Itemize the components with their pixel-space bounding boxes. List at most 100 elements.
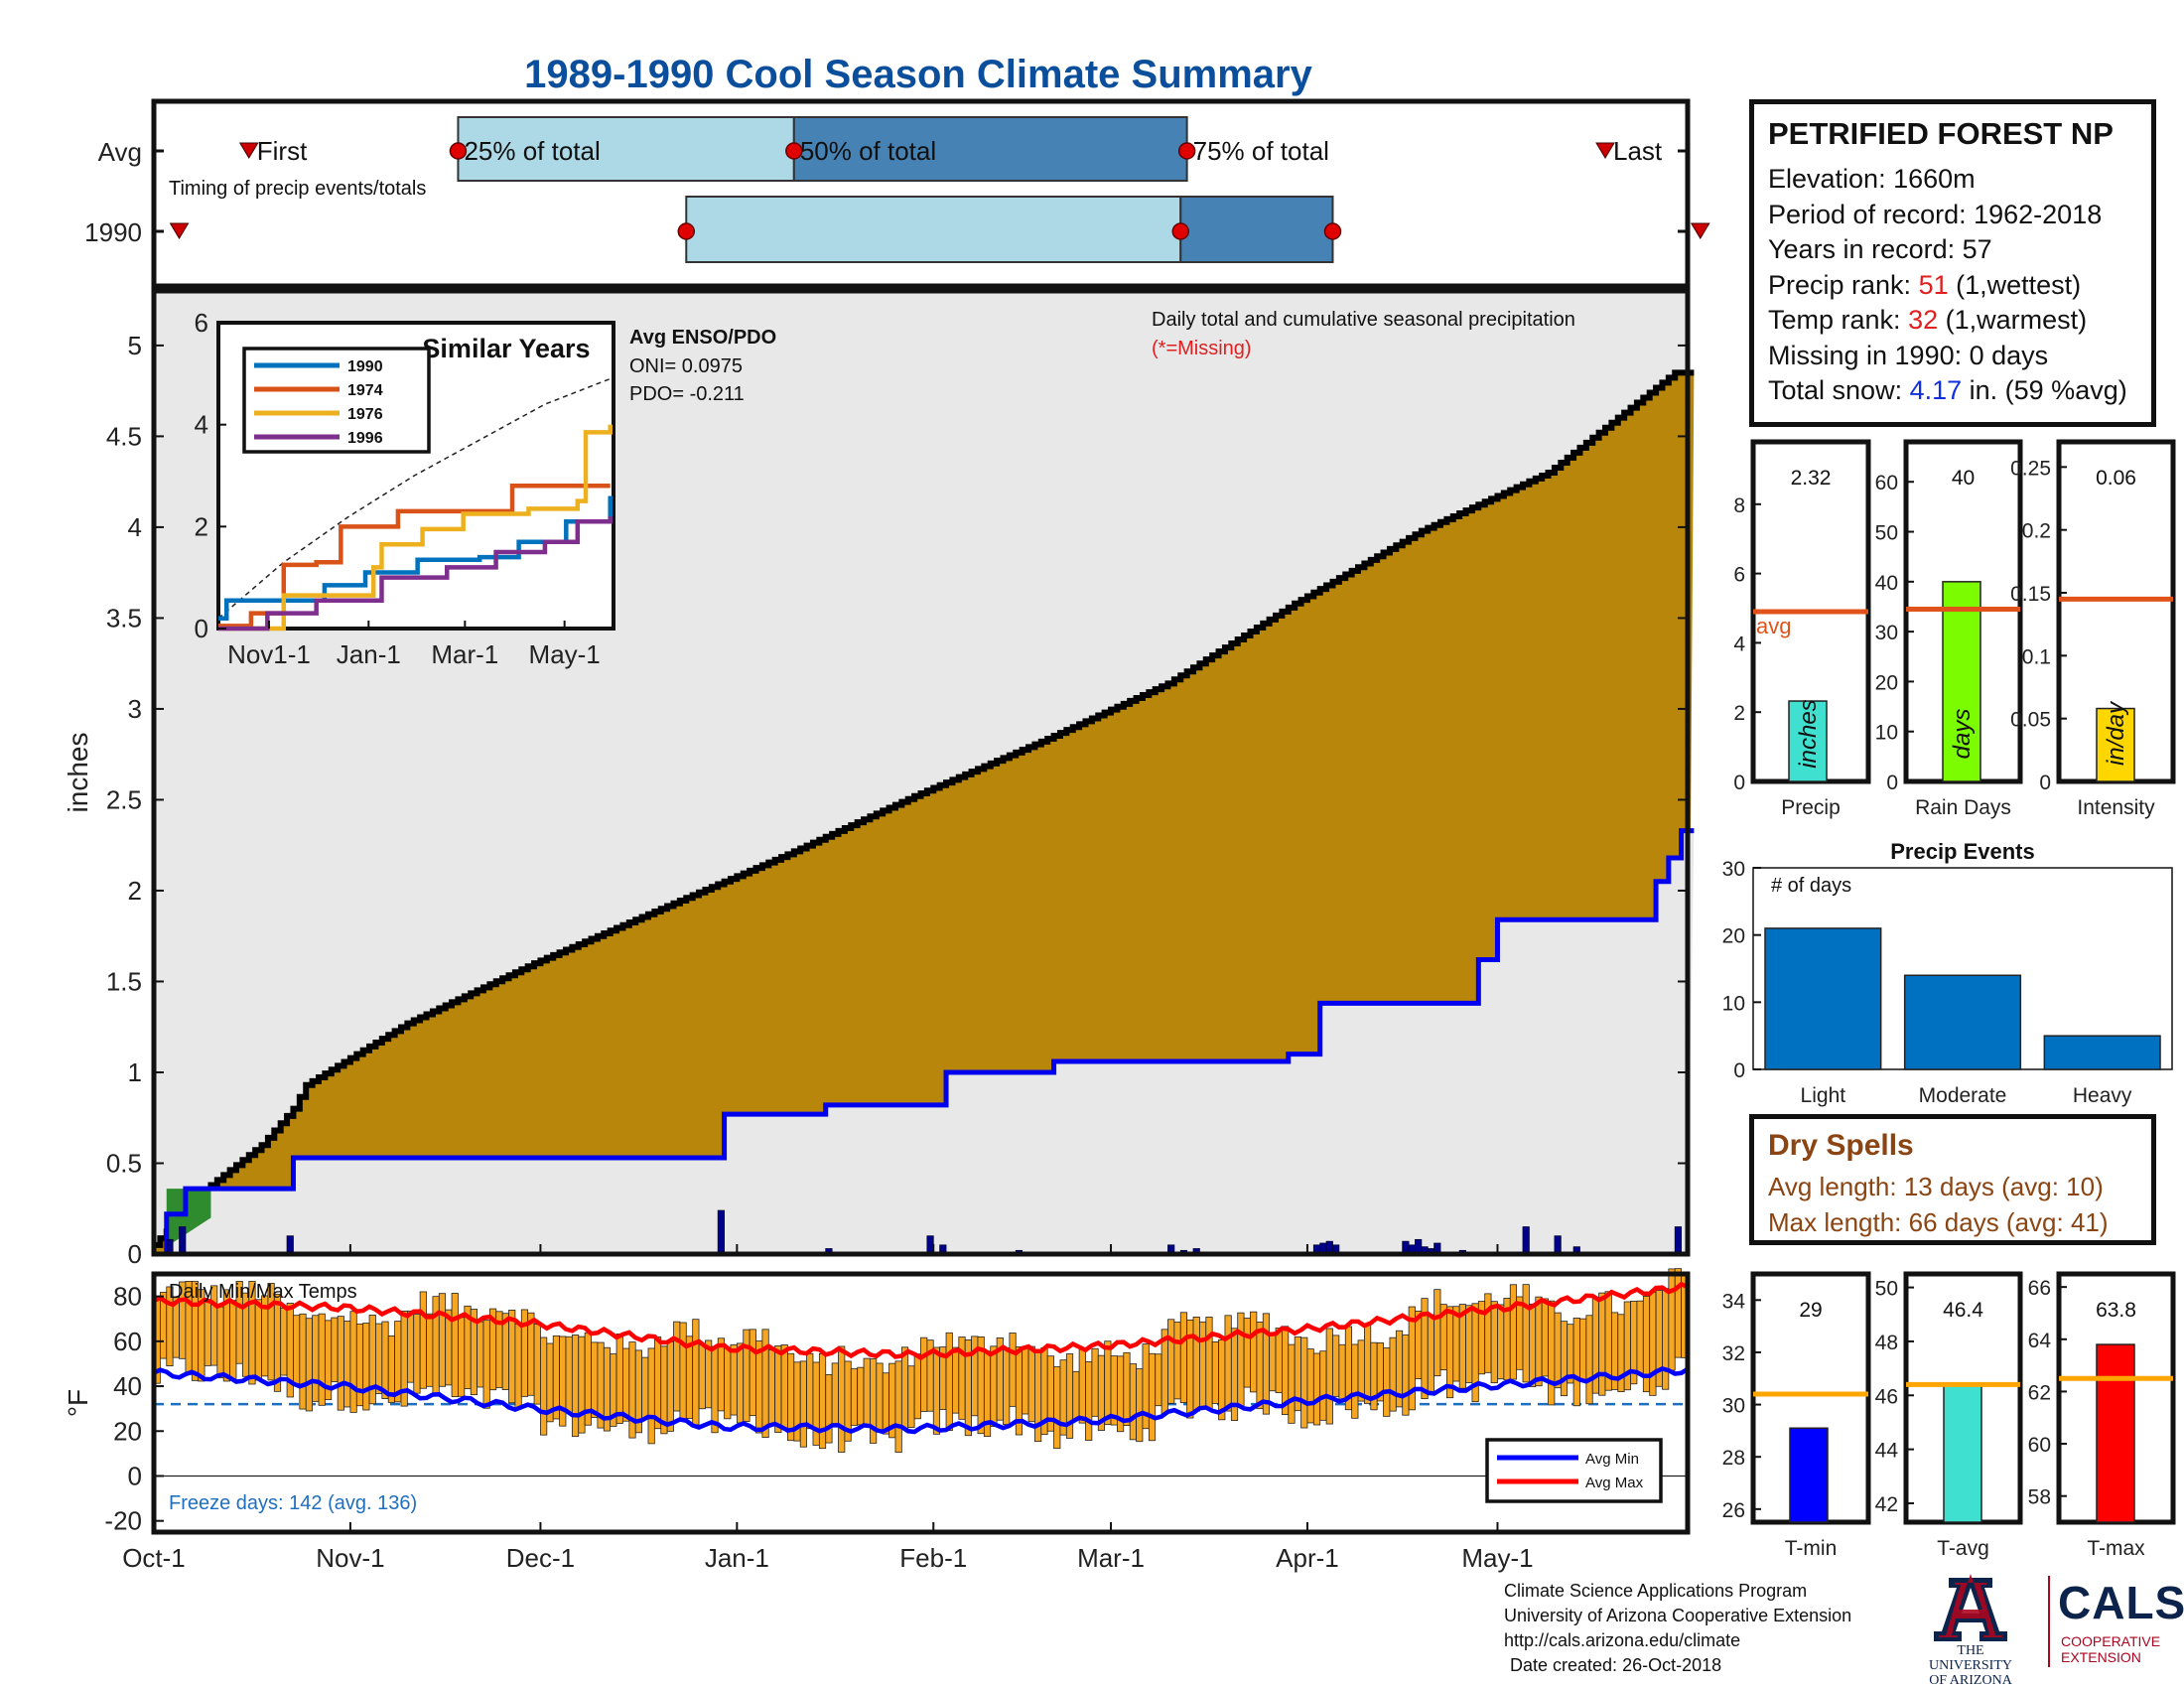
precip_total-bar-label: inches — [1795, 699, 1822, 768]
t_min-y-tick-label: 34 — [1722, 1290, 1746, 1313]
credits-block: Climate Science Applications Program Uni… — [1504, 1579, 1851, 1678]
intensity-value-label: 0.06 — [2096, 467, 2136, 490]
daily-temp-range-bar — [1572, 1318, 1580, 1407]
timing-box-q50-q75-1990 — [1179, 196, 1334, 263]
station-period: Period of record: 1962-2018 — [1768, 199, 2103, 229]
daily-temp-range-bar — [1560, 1321, 1569, 1397]
t_max-y-tick-label: 64 — [2028, 1330, 2052, 1352]
daily-temp-range-bar — [780, 1344, 788, 1429]
daily-precip-bar — [1522, 1226, 1530, 1255]
snow-note: in. (59 %avg) — [1962, 375, 2127, 405]
daily-temp-range-bar — [1364, 1325, 1372, 1404]
intensity-y-tick-label: 0.25 — [2010, 457, 2051, 480]
intensity-value-bar — [2096, 707, 2135, 782]
cals-wordmark: CALS — [2058, 1577, 2184, 1628]
daily-temp-range-bar — [1306, 1348, 1314, 1424]
year-1990-cumulative-line — [154, 828, 1695, 1257]
t_avg-y-tick-label: 46 — [1875, 1385, 1898, 1408]
coop-line-1: COOPERATIVE — [2061, 1633, 2161, 1649]
daily-temp-range-bar — [343, 1321, 351, 1408]
rain_days-bar-label: days — [1949, 709, 1976, 760]
daily-temps-panel: -20 0 20 40 60 80 Oct-1 Nov-1 Dec-1 Jan-1 Feb-1 Mar… — [63, 1268, 1691, 1573]
daily-temp-range-bar — [1173, 1322, 1181, 1400]
daily-temp-range-bar — [1427, 1314, 1435, 1396]
ua-line-1: THE UNIVERSITY — [1929, 1643, 2012, 1673]
daily-temp-range-bar — [1199, 1321, 1207, 1408]
temps-plot-frame — [151, 1271, 1691, 1535]
daily-temp-range-bar — [913, 1353, 921, 1420]
events-y-tick-label: 20 — [1722, 925, 1745, 948]
temp-rank-label: Temp rank: — [1768, 305, 1909, 335]
credits-line-2: University of Arizona Cooperative Extens… — [1504, 1606, 1852, 1625]
daily-temp-range-bar — [799, 1360, 807, 1448]
daily-temp-range-bar — [571, 1335, 580, 1438]
inset-legend-label-1974: 1974 — [347, 382, 383, 399]
block-a-logo-icon — [1934, 1574, 2007, 1641]
daily-temp-range-bar — [743, 1329, 751, 1422]
daily-temp-range-bar — [1312, 1352, 1321, 1426]
daily-temp-range-bar — [1383, 1347, 1391, 1417]
temp-rank-note: (1,warmest) — [1938, 305, 2088, 335]
t_min-y-tick-label: 26 — [1722, 1499, 1745, 1522]
t_max-y-tick-label: 66 — [2028, 1277, 2051, 1300]
precip_total-y-tick-label: 4 — [1733, 633, 1745, 655]
similar-year-line-1974 — [218, 484, 611, 629]
precip_total-y-tick-label: 2 — [1733, 702, 1745, 725]
daily-temp-range-bar — [1668, 1268, 1676, 1371]
t_max-value-bar — [2096, 1343, 2135, 1523]
enso-oni: ONI= 0.0975 — [629, 355, 743, 377]
daily-temp-range-bar — [876, 1362, 884, 1432]
precip-y-tick-label: 2.5 — [106, 784, 142, 814]
daily-temp-range-bar — [1250, 1311, 1258, 1393]
precip-rank-value: 51 — [1918, 269, 1949, 300]
timing-q25-label: 25% of total — [464, 136, 600, 166]
events-bar-moderate — [1903, 974, 2022, 1070]
daily-temp-range-bar — [438, 1293, 447, 1387]
daily-temp-range-bar — [818, 1353, 827, 1450]
dry-spells-avg: Avg length: 13 days (avg: 10) — [1768, 1172, 2104, 1201]
daily-temp-range-bar — [1351, 1343, 1359, 1419]
precip_total-y-tick-label: 8 — [1733, 494, 1745, 517]
timing-last-marker-1990 — [1690, 222, 1710, 239]
daily-temp-range-bar — [312, 1315, 320, 1402]
daily-temp-range-bar — [920, 1336, 928, 1412]
daily-temp-range-bar — [533, 1324, 541, 1405]
t_max-y-tick-label: 62 — [2028, 1381, 2051, 1404]
university-logo: THE UNIVERSITY OF ARIZONA CALS COOPERATIV… — [1916, 1574, 2184, 1688]
precip_total-value-bar — [1788, 700, 1828, 782]
enso-title: Avg ENSO/PDO — [629, 327, 776, 349]
ua-line-2: OF ARIZONA — [1929, 1673, 2012, 1688]
dry-spells-max: Max length: 66 days (avg: 41) — [1768, 1207, 2109, 1237]
daily-temp-range-bar — [508, 1309, 516, 1404]
year-1990-cumulative-area — [154, 830, 1695, 1254]
daily-temp-range-bar — [1319, 1350, 1327, 1421]
daily-temp-range-bar — [1288, 1343, 1296, 1424]
precip-y-tick-label: 0.5 — [106, 1148, 142, 1178]
daily-temp-range-bar — [945, 1332, 953, 1431]
inset-legend-label-1996: 1996 — [347, 430, 383, 447]
daily-temp-range-bar — [1497, 1304, 1505, 1380]
precip-rank-label: Precip rank: — [1768, 269, 1919, 300]
station-snow: Total snow: 4.17 in. (59 %avg) — [1768, 373, 2137, 409]
daily-temp-range-bar — [711, 1345, 719, 1434]
ua-wordmark: THE UNIVERSITY OF ARIZONA — [1916, 1643, 2025, 1688]
daily-temp-range-bar — [1123, 1351, 1131, 1426]
inset-legend-label-1976: 1976 — [347, 406, 383, 423]
t_min-y-tick-label: 28 — [1722, 1447, 1745, 1470]
daily-temp-range-bar — [1522, 1284, 1530, 1383]
timing-last-marker-avg — [1595, 142, 1615, 159]
precip-y-tick-label: 4 — [128, 512, 142, 542]
similar-year-line-1996 — [218, 516, 613, 632]
daily-temp-range-bar — [850, 1368, 859, 1426]
daily-temp-range-bar — [280, 1308, 288, 1376]
daily-temp-range-bar — [749, 1329, 756, 1417]
intensity-y-tick-label: 0.1 — [2022, 645, 2051, 668]
temps-y-tick-label: 40 — [113, 1371, 142, 1401]
precip-y-tick-label: 1 — [128, 1057, 142, 1087]
daily-temp-range-bar — [1148, 1352, 1157, 1442]
t_max-value-label: 63.8 — [2096, 1299, 2136, 1322]
daily-temp-range-bar — [1548, 1300, 1556, 1406]
daily-temp-range-bar — [1003, 1347, 1011, 1426]
t_max-y-tick-label: 60 — [2028, 1434, 2051, 1457]
